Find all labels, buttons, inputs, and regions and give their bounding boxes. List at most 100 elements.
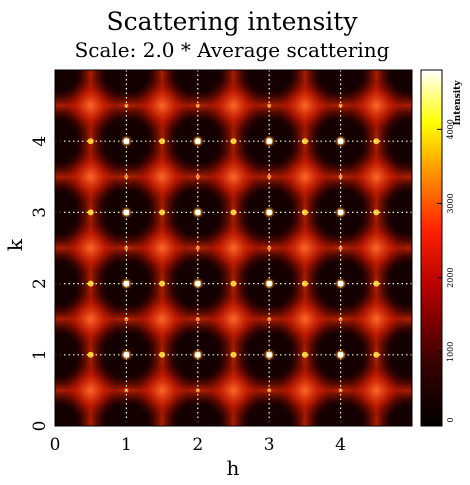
x-tick-label: 3 xyxy=(264,435,275,455)
satellite-peak xyxy=(124,246,129,250)
x-tick-label: 1 xyxy=(121,435,132,455)
bragg-peak xyxy=(123,138,129,144)
satellite-peak xyxy=(338,103,343,108)
colorbar-label: Intensity xyxy=(453,80,463,126)
satellite-peak xyxy=(159,138,166,145)
bragg-peak xyxy=(195,281,201,287)
y-tick-label: 2 xyxy=(30,278,50,289)
bragg-peak xyxy=(266,281,272,287)
diffuse-cluster xyxy=(60,360,121,421)
satellite-peak xyxy=(230,351,237,358)
diffuse-cluster xyxy=(203,360,264,421)
satellite-peak xyxy=(338,246,343,250)
colorbar-ticks: 0 1000 2000 3000 4000 xyxy=(437,119,455,427)
satellite-peak xyxy=(267,103,272,108)
diffuse-cluster xyxy=(132,218,193,278)
bragg-peak xyxy=(195,138,201,144)
satellite-peak xyxy=(159,351,166,358)
heatmap-diffuse-layer xyxy=(55,70,412,426)
satellite-peak xyxy=(301,351,308,358)
diffuse-cluster xyxy=(60,146,121,207)
bragg-peak xyxy=(195,209,201,215)
satellite-peak xyxy=(338,317,343,322)
diffuse-cluster xyxy=(60,218,121,278)
satellite-peak xyxy=(195,103,200,108)
y-tick-label: 3 xyxy=(30,207,50,218)
diffuse-cluster xyxy=(60,75,121,136)
satellite-peak xyxy=(195,246,200,250)
diffuse-cluster xyxy=(132,289,193,350)
diffuse-cluster xyxy=(346,75,407,136)
diffuse-cluster xyxy=(203,218,264,278)
diffuse-cluster xyxy=(203,146,264,207)
bragg-peak xyxy=(338,138,344,144)
diffuse-cluster xyxy=(132,75,193,136)
bragg-peak xyxy=(195,352,201,358)
colorbar-tick-label: 3000 xyxy=(446,193,455,213)
bragg-peak xyxy=(266,138,272,144)
x-tick-label: 4 xyxy=(335,435,346,455)
colorbar-tick-label: 4000 xyxy=(446,119,455,139)
y-axis-label: k xyxy=(3,238,27,251)
satellite-peak xyxy=(373,209,380,216)
bragg-peak xyxy=(123,209,129,215)
colorbar-tick-label: 0 xyxy=(446,417,455,422)
diffuse-cluster xyxy=(274,146,335,207)
satellite-peak xyxy=(230,209,237,216)
satellite-peak xyxy=(373,351,380,358)
satellite-peak xyxy=(195,174,200,179)
satellite-peak xyxy=(373,138,380,145)
x-tick-label: 2 xyxy=(192,435,203,455)
satellite-peak xyxy=(301,280,308,287)
satellite-peak xyxy=(124,174,129,179)
diffuse-cluster xyxy=(274,75,335,136)
colorbar-gradient xyxy=(420,69,443,427)
x-tick-label: 0 xyxy=(50,435,61,455)
chart-subtitle: Scale: 2.0 * Average scattering xyxy=(75,38,390,62)
satellite-peak xyxy=(373,280,380,287)
satellite-peak xyxy=(195,317,200,322)
diffuse-cluster xyxy=(346,360,407,421)
satellite-peak xyxy=(267,317,272,322)
y-tick-label: 4 xyxy=(30,136,50,147)
diffuse-cluster xyxy=(132,360,193,421)
bragg-peak xyxy=(266,209,272,215)
y-tick-label: 0 xyxy=(30,421,50,432)
diffuse-cluster xyxy=(346,218,407,278)
heatmap-plot-area xyxy=(54,69,413,427)
bragg-peak xyxy=(266,352,272,358)
diffuse-cluster xyxy=(346,146,407,207)
colorbar-tick-label: 2000 xyxy=(446,267,455,287)
satellite-peak xyxy=(267,246,272,250)
satellite-peak xyxy=(124,103,129,108)
y-tick-label: 1 xyxy=(30,349,50,360)
diffuse-cluster xyxy=(274,360,335,421)
bragg-peak xyxy=(338,209,344,215)
satellite-peak xyxy=(301,209,308,216)
x-axis-label: h xyxy=(227,456,240,480)
plot-frame xyxy=(54,69,413,427)
satellite-peak xyxy=(87,138,94,145)
chart-title: Scattering intensity xyxy=(107,7,359,36)
satellite-peak xyxy=(301,138,308,145)
grid-lines xyxy=(55,70,412,426)
diffuse-cluster xyxy=(274,289,335,350)
y-axis-ticks: 0 1 2 3 4 xyxy=(30,136,61,432)
diffuse-cluster xyxy=(346,289,407,350)
bragg-peak xyxy=(338,352,344,358)
satellite-peak xyxy=(87,209,94,216)
satellite-peak xyxy=(230,138,237,145)
diffuse-cluster xyxy=(203,75,264,136)
satellite-peak xyxy=(87,351,94,358)
colorbar: 0 1000 2000 3000 4000 Intensity xyxy=(420,69,463,427)
diffuse-cluster xyxy=(60,289,121,350)
satellite-peak xyxy=(230,280,237,287)
bragg-peak xyxy=(123,352,129,358)
satellite-peak xyxy=(267,174,272,179)
diffuse-cluster xyxy=(132,146,193,207)
bragg-peak xyxy=(123,281,129,287)
diffuse-cluster xyxy=(274,218,335,278)
satellite-peak xyxy=(87,280,94,287)
x-axis-ticks: 0 1 2 3 4 xyxy=(50,420,346,455)
